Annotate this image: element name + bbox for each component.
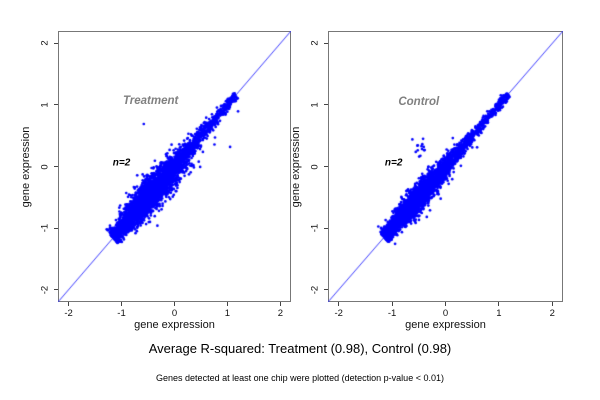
x-tick-label: 0 xyxy=(442,308,449,319)
caption: Average R-squared: Treatment (0.98), Con… xyxy=(148,341,452,356)
y-tick-label: -1 xyxy=(309,223,321,233)
x-tick-label: -1 xyxy=(117,308,126,319)
y-tick xyxy=(324,166,328,167)
y-tick-label: 0 xyxy=(39,163,51,170)
x-tick-label: 2 xyxy=(277,308,284,319)
y-tick-label: 2 xyxy=(309,40,321,46)
x-tick xyxy=(68,302,70,306)
y-tick xyxy=(54,42,58,44)
n-replicates-label: n=2 xyxy=(384,157,403,169)
y-tick xyxy=(54,104,58,106)
x-tick xyxy=(279,302,281,306)
y-tick-label: 1 xyxy=(39,102,51,108)
y-tick-label: -1 xyxy=(39,223,51,233)
y-tick xyxy=(324,42,328,44)
y-tick xyxy=(54,289,58,291)
y-tick-label: -2 xyxy=(39,285,51,294)
footnote: Genes detected at least one chip were pl… xyxy=(156,373,444,383)
y-axis-label: gene expression xyxy=(290,126,302,207)
x-tick xyxy=(174,302,175,306)
y-tick xyxy=(324,227,328,229)
x-tick-label: -1 xyxy=(387,308,397,319)
treatment-scatter-canvas xyxy=(58,31,291,302)
y-tick-label: 1 xyxy=(309,102,321,108)
x-tick-label: 1 xyxy=(224,308,231,319)
x-tick-label: -2 xyxy=(64,308,73,319)
y-tick xyxy=(54,166,58,167)
y-tick-label: -2 xyxy=(309,285,321,294)
x-tick xyxy=(121,302,123,306)
x-tick-label: 1 xyxy=(496,308,502,319)
x-tick xyxy=(391,302,393,306)
x-tick xyxy=(551,302,553,306)
y-tick-label: 0 xyxy=(309,163,321,170)
x-tick-label: 2 xyxy=(549,308,555,319)
x-tick xyxy=(338,302,340,306)
n-replicates-label: n=2 xyxy=(112,157,131,169)
x-tick xyxy=(498,302,500,306)
x-tick-label: 0 xyxy=(171,308,178,319)
y-axis-label: gene expression xyxy=(20,126,32,207)
panel-title: Control xyxy=(398,95,440,108)
x-tick xyxy=(226,302,228,306)
y-tick xyxy=(324,104,328,106)
y-tick xyxy=(54,227,58,229)
control-scatter-canvas xyxy=(328,31,563,302)
y-tick-label: 2 xyxy=(39,40,51,46)
x-axis-label: gene expression xyxy=(405,319,486,331)
x-axis-label: gene expression xyxy=(134,319,215,331)
x-tick xyxy=(445,302,446,306)
panel-title: Treatment xyxy=(122,94,179,107)
x-tick-label: -2 xyxy=(334,308,343,319)
y-tick xyxy=(324,289,328,291)
